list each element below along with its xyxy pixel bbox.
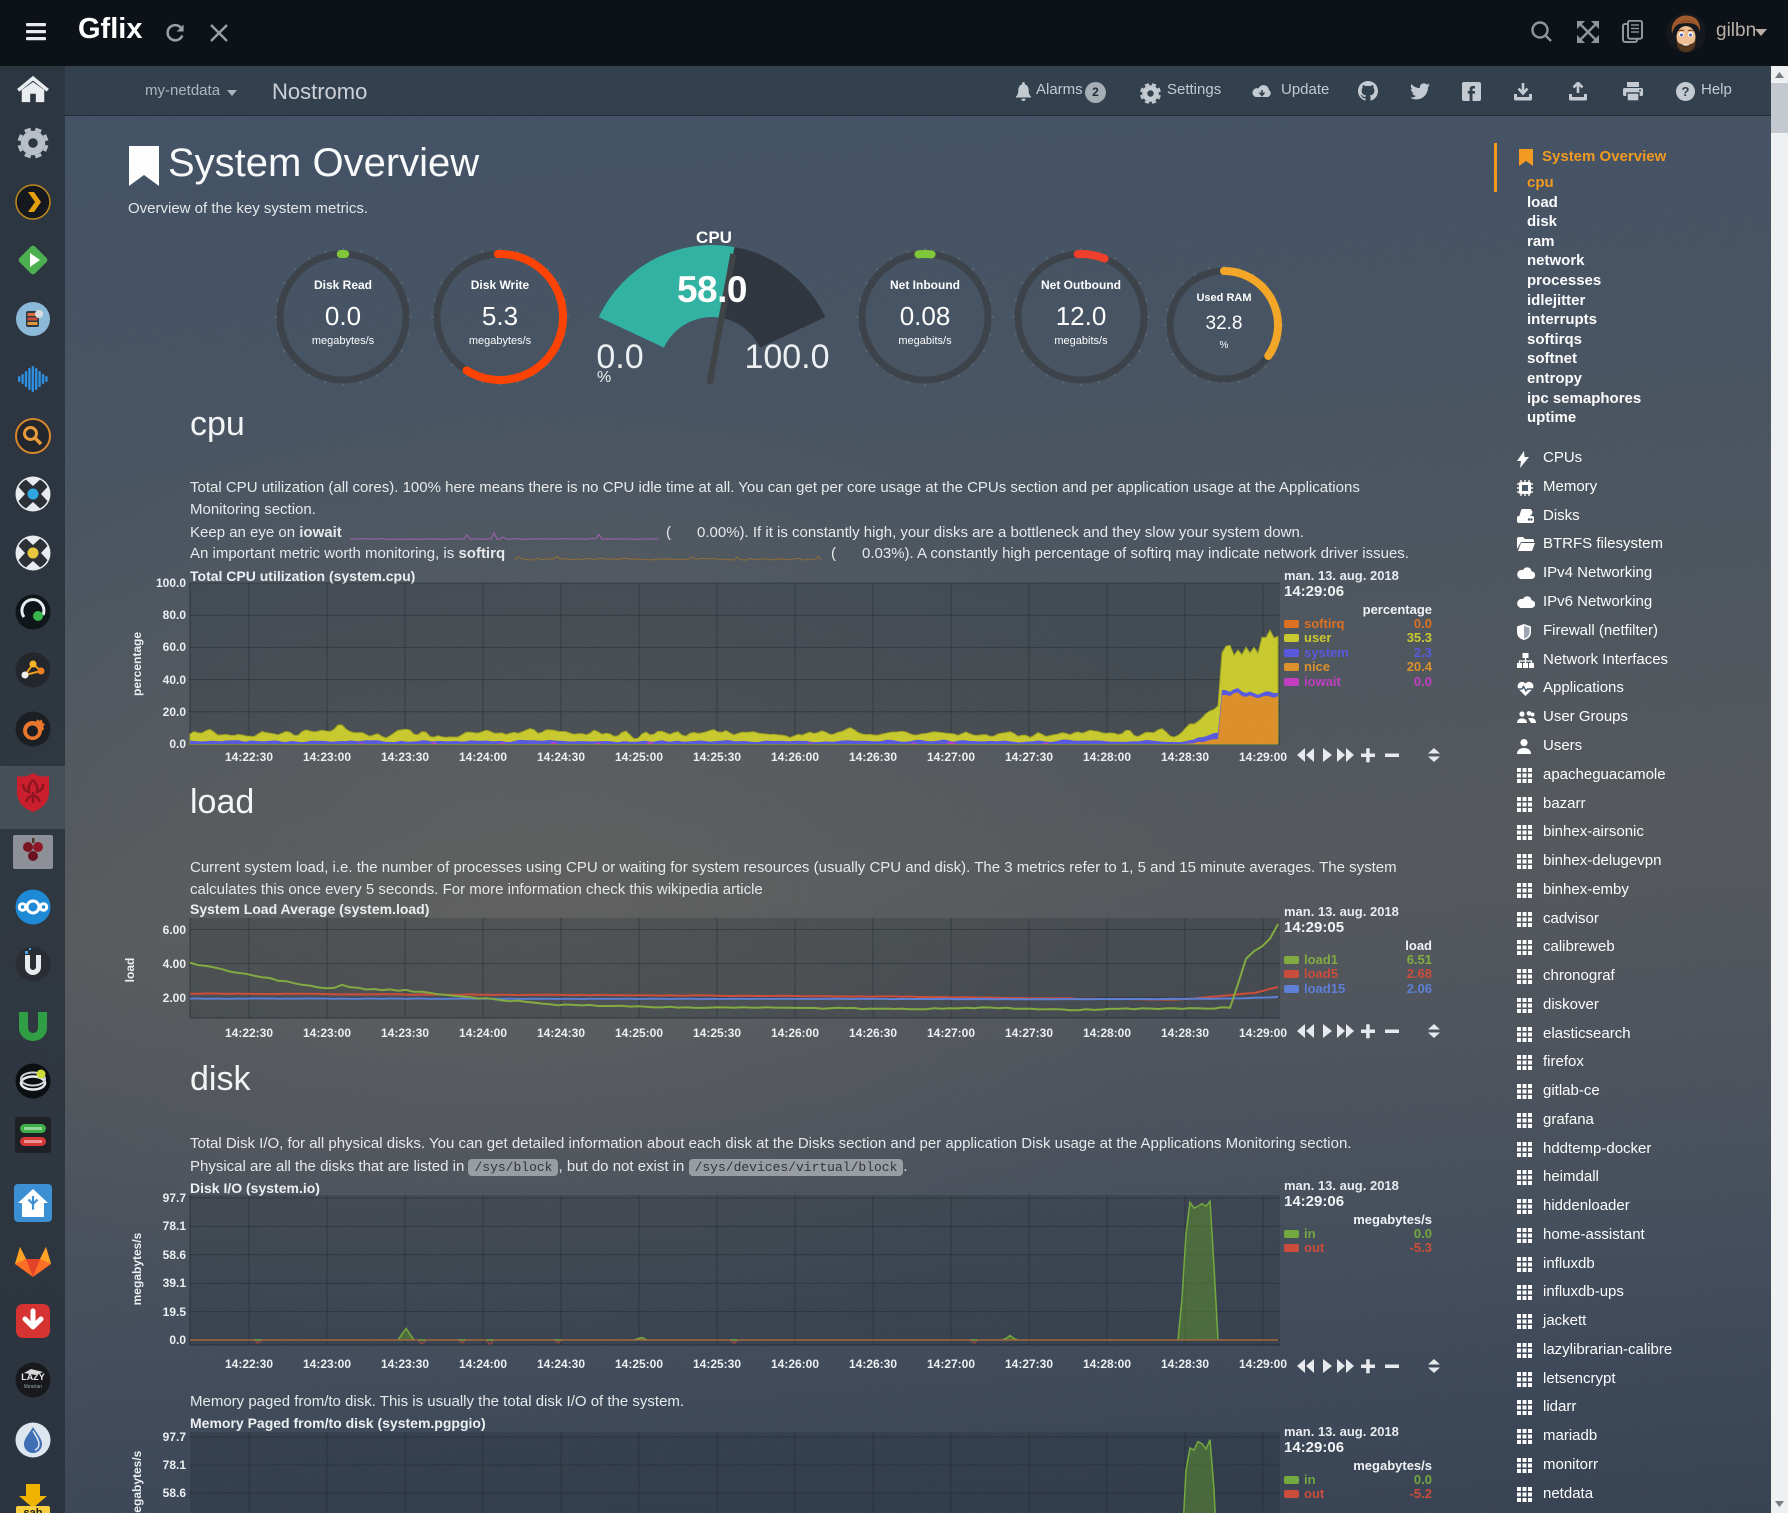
svg-text:sab: sab bbox=[23, 1507, 42, 1513]
svg-text:librarian: librarian bbox=[24, 1384, 42, 1390]
svg-text:?: ? bbox=[1682, 84, 1690, 99]
